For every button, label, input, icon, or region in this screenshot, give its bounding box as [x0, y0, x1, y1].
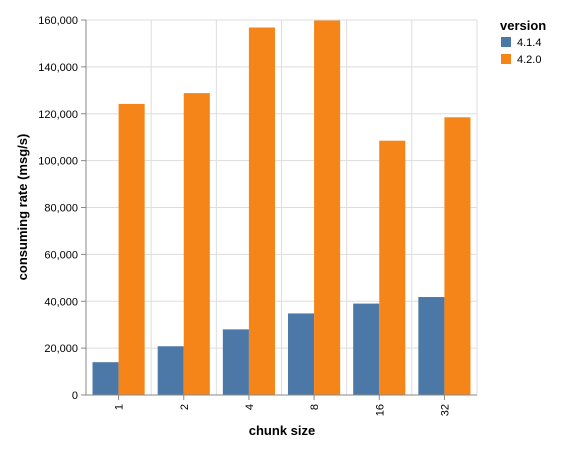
bar-4-2-0-2 — [183, 93, 210, 395]
bar-4-1-4-16 — [353, 303, 380, 395]
grid-lines — [85, 19, 478, 396]
bar-4-1-4-2 — [157, 346, 184, 395]
bar-4-1-4-1 — [92, 362, 119, 395]
legend-swatch — [501, 37, 511, 47]
x-tick-label: 8 — [309, 404, 321, 410]
bar-4-2-0-1 — [118, 103, 145, 395]
x-tick-label: 16 — [374, 404, 386, 416]
legend-items: 4.1.4 4.2.0 — [501, 37, 541, 66]
y-tick-label: 20,000 — [44, 343, 78, 355]
legend-label: 4.2.0 — [517, 54, 541, 66]
x-tick-label: 1 — [114, 404, 126, 410]
y-tick-label: 80,000 — [44, 203, 78, 215]
bar-4-2-0-16 — [379, 140, 406, 395]
y-tick-label: 140,000 — [38, 62, 78, 74]
axes: 0 20,000 40,000 60,000 80,000 100,000 120,000 1… — [38, 15, 477, 416]
y-tick-label: 0 — [72, 390, 78, 402]
y-tick-label: 60,000 — [44, 249, 78, 261]
x-tick-label: 4 — [244, 404, 256, 410]
bar-4-1-4-32 — [418, 297, 445, 395]
y-tick-label: 100,000 — [38, 156, 78, 168]
bar-4-1-4-4 — [222, 329, 249, 395]
bar-4-2-0-32 — [444, 117, 471, 395]
y-tick-label: 160,000 — [38, 15, 78, 27]
legend-swatch — [501, 54, 511, 64]
bar-4-1-4-8 — [288, 313, 315, 395]
legend-title: version — [500, 18, 546, 33]
x-tick-label: 2 — [179, 404, 191, 410]
x-axis-title: chunk size — [249, 423, 315, 438]
y-axis-title: consuming rate (msg/s) — [15, 134, 30, 281]
legend-label: 4.1.4 — [517, 37, 541, 49]
bar-4-2-0-4 — [248, 27, 275, 395]
bar-4-2-0-8 — [314, 20, 341, 395]
bars — [92, 20, 471, 395]
x-tick-label: 32 — [439, 404, 451, 416]
legend: version 4.1.4 4.2.0 — [500, 18, 546, 66]
y-tick-label: 40,000 — [44, 296, 78, 308]
y-tick-label: 120,000 — [38, 109, 78, 121]
